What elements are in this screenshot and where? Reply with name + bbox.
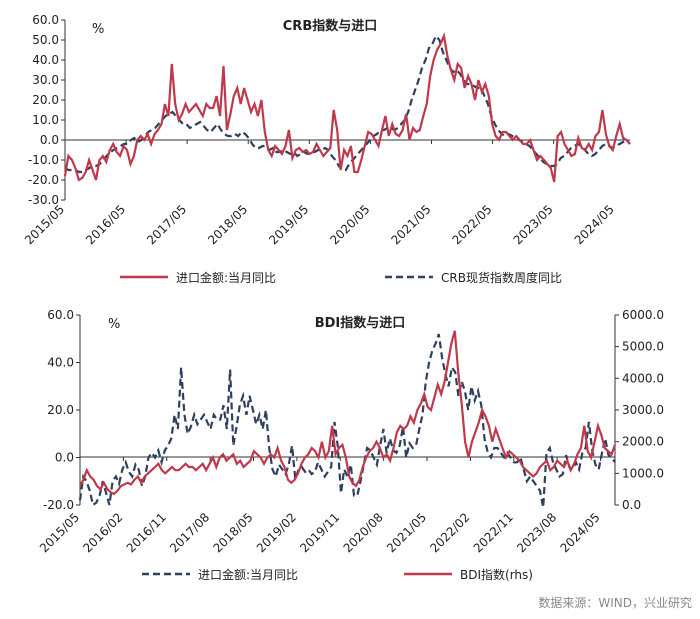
crb-xtick-label: 2019/05 bbox=[266, 202, 311, 247]
bdi-unit-label: % bbox=[108, 317, 120, 332]
crb-xtick-label: 2017/05 bbox=[144, 202, 189, 247]
crb-series-navy-line bbox=[64, 33, 631, 174]
bdi-series-navy-line bbox=[78, 333, 616, 508]
bdi-xtick-label: 2016/11 bbox=[124, 510, 169, 555]
bdi-xtick-label: 2015/05 bbox=[37, 510, 82, 555]
bdi-xtick-label: 2019/02 bbox=[254, 510, 299, 555]
bdi-xtick-label: 2020/08 bbox=[341, 510, 386, 555]
crb-chart: CRB指数与进口 % 60.0 50.0 40.0 30.0 20.0 10.0 0.0 -1… bbox=[22, 13, 631, 285]
bdi-xtick-label: 2024/05 bbox=[558, 510, 603, 555]
bdi-y2tick-label: 5000.0 bbox=[622, 340, 664, 354]
crb-xtick-label: 2018/05 bbox=[205, 202, 250, 247]
crb-ytick-label: 20.0 bbox=[32, 93, 59, 107]
crb-ytick-label: -20.0 bbox=[28, 173, 59, 187]
bdi-xtick-label: 2022/02 bbox=[427, 510, 472, 555]
bdi-series-red-line bbox=[79, 330, 617, 496]
source-note: 数据来源：WIND，兴业研究 bbox=[538, 595, 692, 610]
crb-xtick-label: 2016/05 bbox=[83, 202, 128, 247]
bdi-y2tick-label: 1000.0 bbox=[622, 466, 664, 480]
crb-xtick-label: 2023/05 bbox=[511, 202, 556, 247]
bdi-chart: BDI指数与进口 % 60.0 40.0 20.0 0.0 -20.0 6000.0 50… bbox=[37, 308, 664, 582]
crb-xtick-label: 2021/05 bbox=[388, 202, 433, 247]
crb-ytick-label: 30.0 bbox=[32, 73, 59, 87]
bdi-ytick-label: 20.0 bbox=[47, 403, 74, 417]
crb-ytick-label: 40.0 bbox=[32, 53, 59, 67]
crb-xtick-label: 2020/05 bbox=[327, 202, 372, 247]
crb-chart-title: CRB指数与进口 bbox=[283, 18, 377, 34]
bdi-xtick-label: 2018/05 bbox=[210, 510, 255, 555]
crb-xtick-label: 2022/05 bbox=[450, 202, 495, 247]
bdi-xtick-label: 2023/08 bbox=[514, 510, 559, 555]
bdi-legend: 进口金额:当月同比 BDI指数(rhs) bbox=[142, 567, 533, 582]
bdi-y2tick-label: 2000.0 bbox=[622, 435, 664, 449]
crb-xtick-label: 2024/05 bbox=[572, 202, 617, 247]
bdi-xtick-label: 2022/11 bbox=[471, 510, 516, 555]
crb-ytick-label: 60.0 bbox=[32, 13, 59, 27]
bdi-xtick-label: 2021/05 bbox=[384, 510, 429, 555]
crb-ytick-label: 0.0 bbox=[40, 133, 59, 147]
crb-xtick-label: 2015/05 bbox=[22, 202, 67, 247]
bdi-xtick-label: 2016/02 bbox=[80, 510, 125, 555]
crb-ytick-label: 50.0 bbox=[32, 33, 59, 47]
bdi-y2tick-label: 6000.0 bbox=[622, 308, 664, 322]
crb-series-red-line bbox=[63, 32, 631, 183]
bdi-xtick-label: 2017/08 bbox=[167, 510, 212, 555]
crb-legend: 进口金额:当月同比 CRB现货指数周度同比 bbox=[120, 270, 562, 285]
bdi-ytick-label: 0.0 bbox=[55, 451, 74, 465]
bdi-y2tick-label: 3000.0 bbox=[622, 403, 664, 417]
bdi-chart-title: BDI指数与进口 bbox=[315, 315, 406, 331]
crb-ytick-label: -30.0 bbox=[28, 193, 59, 207]
bdi-y2tick-label: 4000.0 bbox=[622, 371, 664, 385]
bdi-legend-navy-label: 进口金额:当月同比 bbox=[198, 567, 298, 582]
bdi-xtick-label: 2019/11 bbox=[297, 510, 342, 555]
crb-ytick-label: 10.0 bbox=[32, 113, 59, 127]
bdi-ytick-label: 40.0 bbox=[47, 356, 74, 370]
crb-unit-label: % bbox=[92, 22, 104, 37]
bdi-legend-red-label: BDI指数(rhs) bbox=[460, 567, 533, 582]
crb-ytick-label: -10.0 bbox=[28, 153, 59, 167]
crb-legend-navy-label: CRB现货指数周度同比 bbox=[441, 270, 562, 285]
bdi-y2tick-label: 0.0 bbox=[622, 498, 641, 512]
crb-legend-red-label: 进口金额:当月同比 bbox=[176, 270, 276, 285]
bdi-ytick-label: -20.0 bbox=[43, 498, 74, 512]
bdi-ytick-label: 60.0 bbox=[47, 308, 74, 322]
